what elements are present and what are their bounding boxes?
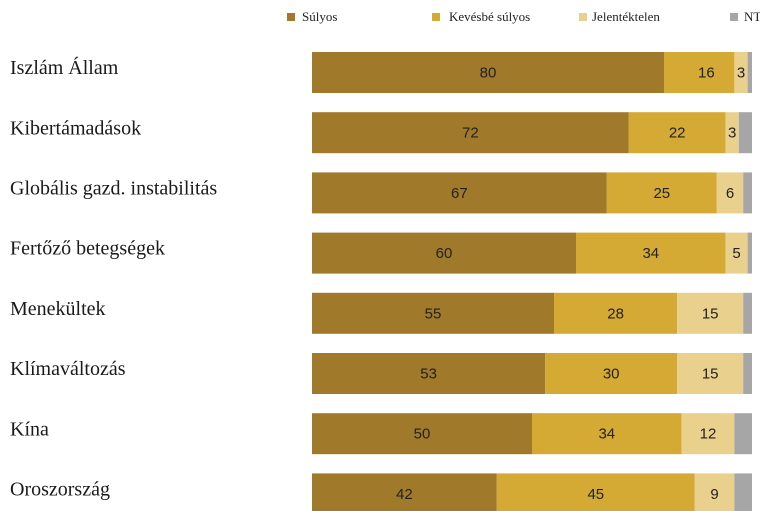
legend-label-sulyos: Súlyos <box>302 9 337 24</box>
bar-segment-sulyos <box>312 353 546 394</box>
data-label-sulyos: 55 <box>425 305 442 322</box>
legend-label-jelentektelen: Jelentéktelen <box>592 9 660 24</box>
bar-segment-kevesbe-sulyos <box>664 52 735 93</box>
data-label-jelentektelen: 3 <box>737 64 745 81</box>
bar-segment-jelentektelen <box>716 172 744 214</box>
bar-row-kina: 50 34 12 <box>312 413 752 455</box>
data-label-sulyos: 72 <box>462 125 479 142</box>
bar-segment-sulyos <box>312 232 576 274</box>
category-label-fertozo-betegsegek: Fertőző betegségek <box>10 238 165 260</box>
data-label-kevesbe-sulyos: 34 <box>598 426 615 443</box>
bar-segment-sulyos <box>312 112 629 154</box>
bar-segment-sulyos <box>312 172 607 214</box>
data-label-jelentektelen: 5 <box>732 245 740 262</box>
bar-row-menekultek: 55 28 15 <box>312 292 752 334</box>
data-label-sulyos: 42 <box>396 486 413 503</box>
bar-segment-jelentektelen <box>694 473 735 511</box>
bar-segment-jelentektelen <box>681 413 735 455</box>
data-label-kevesbe-sulyos: 16 <box>698 64 715 81</box>
bar-segment-kevesbe-sulyos <box>532 413 682 455</box>
data-label-jelentektelen: 15 <box>702 365 719 382</box>
bar-segment-nt <box>747 52 752 93</box>
bar-segment-kevesbe-sulyos <box>545 353 678 394</box>
bar-segment-nt <box>734 413 752 455</box>
bar-segment-kevesbe-sulyos <box>606 172 717 214</box>
category-label-klimavaltozas: Klímaváltozás <box>10 358 126 380</box>
category-label-oroszorszag: Oroszország <box>10 478 110 500</box>
data-label-kevesbe-sulyos: 28 <box>607 305 624 322</box>
bar-segment-kevesbe-sulyos <box>554 292 678 334</box>
bar-segment-sulyos <box>312 52 664 93</box>
legend-swatch-sulyos <box>287 13 295 21</box>
bar-row-oroszorszag: 42 45 9 <box>312 473 752 511</box>
bar-segment-kevesbe-sulyos <box>628 112 726 154</box>
bar-row-iszlam-allam: 80 16 3 <box>312 52 752 93</box>
data-label-kevesbe-sulyos: 25 <box>653 185 670 202</box>
data-label-jelentektelen: 6 <box>726 185 734 202</box>
data-label-jelentektelen: 15 <box>702 305 719 322</box>
bar-segment-jelentektelen <box>725 112 739 154</box>
bar-segment-jelentektelen <box>677 353 744 394</box>
category-label-kina: Kína <box>10 418 49 440</box>
bar-segment-kevesbe-sulyos <box>576 232 726 274</box>
data-label-sulyos: 53 <box>420 365 437 382</box>
data-label-sulyos: 67 <box>451 185 468 202</box>
data-label-kevesbe-sulyos: 22 <box>669 125 686 142</box>
data-label-sulyos: 80 <box>480 64 497 81</box>
legend-swatch-jelentektelen <box>579 13 587 21</box>
bar-row-kibertamadasok: 72 22 3 <box>312 112 752 154</box>
legend-label-nt: NT <box>744 9 760 24</box>
bar-segment-jelentektelen <box>677 292 744 334</box>
category-labels: Iszlám Állam Kibertámadások Globális gazd.… <box>10 56 217 500</box>
bar-segment-nt <box>743 292 752 334</box>
data-label-jelentektelen: 9 <box>710 486 718 503</box>
category-label-kibertamadasok: Kibertámadások <box>10 117 141 139</box>
data-label-jelentektelen: 12 <box>700 426 717 443</box>
legend-swatch-nt <box>730 13 738 21</box>
data-label-jelentektelen: 3 <box>728 125 736 142</box>
bar-row-fertozo-betegsegek: 60 34 5 <box>312 232 752 274</box>
category-label-globalis-gazd-instabilitas: Globális gazd. instabilitás <box>10 177 217 199</box>
bar-segment-nt <box>734 473 752 511</box>
bar-segment-jelentektelen <box>734 52 748 93</box>
data-label-kevesbe-sulyos: 30 <box>603 365 620 382</box>
bar-segment-sulyos <box>312 292 554 334</box>
legend-swatch-kevesbe-sulyos <box>432 13 440 21</box>
bar-segment-nt <box>743 353 752 394</box>
category-label-menekultek: Menekültek <box>10 298 106 320</box>
bar-segment-nt <box>747 232 752 274</box>
legend-label-kevesbe-sulyos: Kevésbé súlyos <box>449 9 530 24</box>
bar-segment-sulyos <box>312 413 532 455</box>
data-label-kevesbe-sulyos: 45 <box>587 486 604 503</box>
data-label-kevesbe-sulyos: 34 <box>642 245 659 262</box>
bar-segment-nt <box>738 112 752 154</box>
data-label-sulyos: 60 <box>436 245 453 262</box>
legend: Súlyos Kevésbé súlyos Jelentéktelen NT <box>287 9 760 24</box>
bar-row-klimavaltozas: 53 30 15 <box>312 353 752 394</box>
category-label-iszlam-allam: Iszlám Állam <box>10 56 119 79</box>
bar-segment-nt <box>743 172 752 214</box>
bar-row-globalis-gazd-instabilitas: 67 25 6 <box>312 172 752 214</box>
bar-segment-sulyos <box>312 473 497 511</box>
data-label-sulyos: 50 <box>414 426 431 443</box>
bar-segment-jelentektelen <box>725 232 748 274</box>
bar-segment-kevesbe-sulyos <box>496 473 695 511</box>
